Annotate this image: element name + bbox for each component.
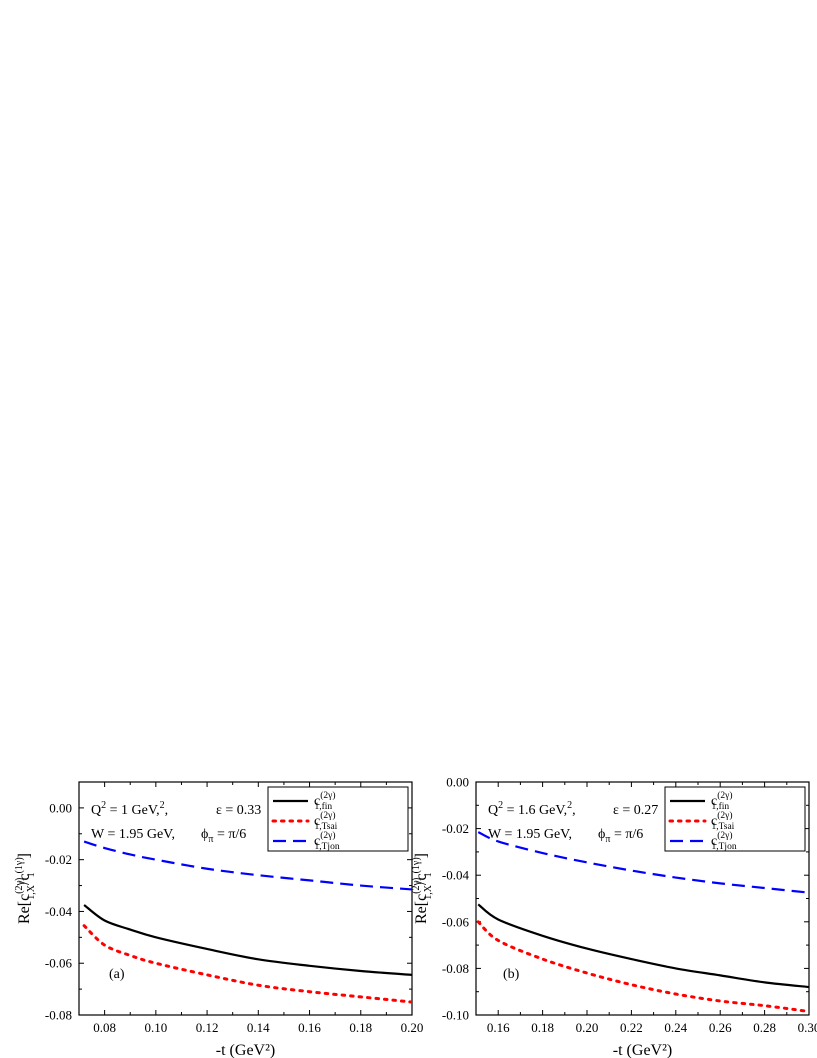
annotation-epsilon: ε = 0.33 <box>216 803 261 818</box>
x-tick-label: 0.16 <box>487 1020 510 1035</box>
x-tick-label: 0.18 <box>531 1020 554 1035</box>
legend-label: c(2γ) 1,fin <box>314 790 336 812</box>
y-tick-label: -0.02 <box>45 852 72 867</box>
legend-label: c(2γ) 1,fin <box>711 790 733 812</box>
legend-label: c(2γ) 1,Tsai <box>314 810 338 832</box>
x-tick-label: 0.20 <box>576 1020 599 1035</box>
y-tick-label: -0.08 <box>45 1008 72 1023</box>
annotation-phi: ϕπ = π/6 <box>201 827 246 845</box>
annotation-w: W = 1.95 GeV, <box>488 827 572 842</box>
y-tick-label: -0.04 <box>442 868 470 883</box>
chart-panel-1: 0.08 0.10 0.12 0.14 0.16 0.18 0.20 0.00 -0.02 -0.… <box>14 781 424 1058</box>
y-axis-label: Re[c(2γ)1,X/c(1γ)1] <box>411 853 434 924</box>
series-line-dashed <box>83 840 412 891</box>
x-tick-label: 0.16 <box>298 1020 321 1035</box>
x-axis-label: -t (GeV²) <box>216 1042 275 1058</box>
x-tick-label: 0.30 <box>798 1020 817 1035</box>
series-line-solid <box>83 904 412 976</box>
legend-label: c(2γ) 1,Tsai <box>711 810 735 832</box>
x-tick-label: 0.28 <box>753 1020 776 1035</box>
y-tick-label: -0.02 <box>442 821 469 836</box>
x-tick-label: 0.18 <box>349 1020 372 1035</box>
x-tick-label: 0.10 <box>144 1020 167 1035</box>
y-tick-label: -0.04 <box>45 904 73 919</box>
legend-box <box>664 786 806 852</box>
x-tick-label: 0.12 <box>196 1020 219 1035</box>
x-tick-label: 0.14 <box>247 1020 270 1035</box>
series-line-solid <box>477 903 809 989</box>
x-tick-label: 0.26 <box>709 1020 732 1035</box>
y-tick-label: -0.10 <box>442 1008 469 1023</box>
annotation-epsilon: ε = 0.27 <box>613 803 658 818</box>
y-tick-label: 0.00 <box>446 775 469 790</box>
x-tick-label: 0.24 <box>664 1020 687 1035</box>
plot-frame <box>78 781 413 1016</box>
series-line-dotted <box>476 920 809 1013</box>
series-line-dotted <box>82 924 412 1004</box>
y-tick-label: -0.06 <box>45 956 73 971</box>
chart-panel-2: 0.16 0.18 0.20 0.22 0.24 0.26 0.28 0.30 0.00 -0.0… <box>411 775 817 1058</box>
annotation-q2: Q2 = 1 GeV,2, <box>91 800 168 818</box>
annotation-w: W = 1.95 GeV, <box>91 827 175 842</box>
annotation-q2: Q2 = 1.6 GeV,2, <box>488 800 576 818</box>
panel-label: (b) <box>503 967 520 982</box>
y-tick-label: 0.00 <box>49 800 72 815</box>
y-tick-label: -0.08 <box>442 961 469 976</box>
panel-label: (a) <box>109 967 125 982</box>
legend-label: c(2γ) 1,Tjon <box>314 830 340 852</box>
legend-box <box>267 786 409 852</box>
annotation-phi: ϕπ = π/6 <box>598 827 643 845</box>
x-tick-label: 0.20 <box>401 1020 424 1035</box>
x-axis-label: -t (GeV²) <box>613 1042 672 1058</box>
x-tick-label: 0.08 <box>93 1020 116 1035</box>
legend-label: c(2γ) 1,Tjon <box>711 830 737 852</box>
x-tick-label: 0.22 <box>620 1020 643 1035</box>
y-axis-label: Re[c(2γ)1,X/c(1γ)1] <box>14 853 37 924</box>
y-tick-label: -0.06 <box>442 914 470 929</box>
